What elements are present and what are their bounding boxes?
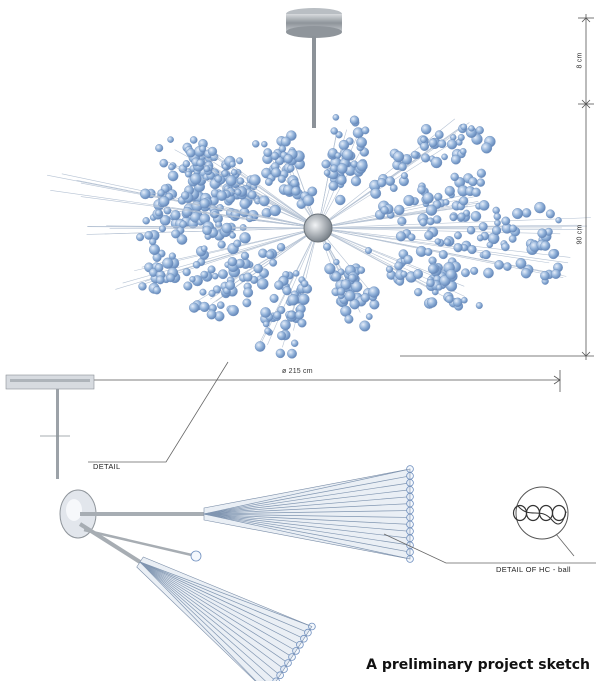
diameter-dimension: [69, 370, 561, 392]
detail-callout: DETAIL: [93, 462, 121, 471]
ceiling-canopy: [286, 8, 342, 38]
hc-ball-detail: [383, 486, 596, 564]
caption: A preliminary project sketch: [366, 657, 590, 673]
suspension-rod: [312, 36, 316, 128]
diameter-label: ø 215 cm: [282, 368, 313, 375]
central-hub: [303, 213, 333, 243]
body-height-label: 90 cm: [576, 224, 584, 245]
crystal-cluster: [47, 114, 591, 359]
height-dimension: [400, 14, 594, 360]
drop-height-label: 8 cm: [576, 52, 584, 69]
detail-leader-line: [88, 361, 229, 463]
detail-arms: [78, 465, 414, 681]
detail-hc-callout: DETAIL OF HC - ball: [496, 565, 571, 574]
detail-ceiling-bar: [5, 374, 95, 479]
